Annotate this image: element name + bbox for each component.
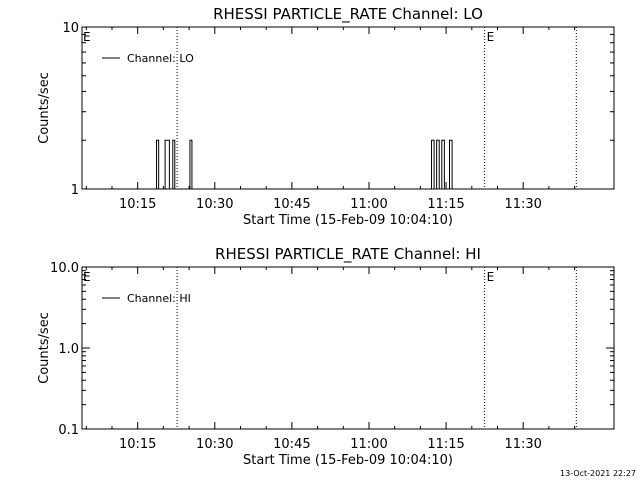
y-tick-label: 1.0	[58, 342, 79, 357]
data-step	[189, 139, 193, 189]
data-step	[441, 139, 445, 189]
y-tick-label: 10.0	[50, 261, 79, 276]
data-step	[431, 139, 435, 189]
y-axis-label: Counts/sec	[37, 72, 52, 144]
y-tick-label: 10	[62, 21, 79, 36]
edge-marker-label: E	[83, 30, 91, 44]
x-tick-label: 11:00	[350, 437, 387, 452]
x-tick-label: 11:30	[504, 437, 541, 452]
footer-timestamp: 13-Oct-2021 22:27	[560, 469, 636, 478]
x-tick-label: 10:30	[196, 437, 233, 452]
x-tick-label: 10:45	[273, 197, 310, 212]
x-tick-label: 11:15	[427, 437, 464, 452]
event-marker-label: E	[487, 30, 495, 44]
x-tick-label: 11:00	[350, 197, 387, 212]
y-tick-label: 0.1	[58, 423, 79, 438]
chart-title: RHESSI PARTICLE_RATE Channel: HI	[215, 245, 481, 264]
data-step	[449, 139, 453, 189]
y-tick-label: 1	[71, 183, 79, 198]
x-axis-label: Start Time (15-Feb-09 10:04:10)	[243, 453, 453, 468]
legend-label: Channel: HI	[127, 292, 191, 305]
chart-panel-hi: RHESSI PARTICLE_RATE Channel: HI Start Ti…	[37, 245, 615, 468]
data-step	[172, 139, 176, 189]
x-tick-label: 10:30	[196, 197, 233, 212]
x-tick-label: 11:15	[427, 197, 464, 212]
chart-title: RHESSI PARTICLE_RATE Channel: LO	[213, 5, 483, 24]
data-step	[436, 139, 440, 189]
x-tick-label: 11:30	[504, 197, 541, 212]
legend-label: Channel: LO	[127, 52, 194, 65]
chart-panel-lo: RHESSI PARTICLE_RATE Channel: LO Start Ti…	[37, 5, 615, 228]
y-axis-label: Counts/sec	[37, 312, 52, 384]
event-marker-label: E	[487, 270, 495, 284]
x-axis-label: Start Time (15-Feb-09 10:04:10)	[243, 213, 453, 228]
plot-frame	[81, 26, 615, 190]
edge-marker-label: E	[83, 270, 91, 284]
x-tick-label: 10:45	[273, 437, 310, 452]
x-tick-label: 10:15	[119, 197, 156, 212]
x-tick-label: 10:15	[119, 437, 156, 452]
data-step	[156, 139, 160, 189]
data-step	[164, 139, 170, 189]
